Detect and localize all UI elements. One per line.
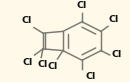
Text: Cl: Cl xyxy=(85,72,95,82)
Text: Cl: Cl xyxy=(37,60,47,69)
Text: Cl: Cl xyxy=(112,51,122,59)
Text: Cl: Cl xyxy=(77,0,87,10)
Text: Cl: Cl xyxy=(22,16,32,25)
Text: Cl: Cl xyxy=(47,62,57,71)
Text: Cl: Cl xyxy=(22,58,32,67)
Text: Cl: Cl xyxy=(109,15,119,24)
